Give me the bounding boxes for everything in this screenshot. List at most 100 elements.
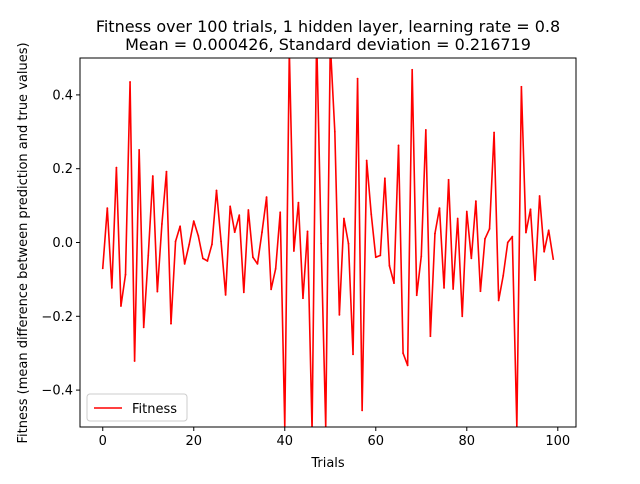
- data-point: [229, 205, 232, 208]
- data-point: [479, 290, 482, 293]
- data-point: [320, 242, 323, 245]
- data-point: [383, 177, 386, 180]
- data-point: [388, 264, 391, 267]
- data-point: [106, 207, 109, 210]
- y-axis-ticks: −0.4 −0.2 0.0 0.2 0.4: [41, 88, 80, 399]
- x-tick-label: 80: [459, 434, 476, 449]
- legend-box: [86, 393, 188, 422]
- data-point: [220, 240, 222, 243]
- data-point: [393, 282, 395, 284]
- data-point: [242, 291, 245, 294]
- data-point: [488, 227, 491, 230]
- data-point: [265, 196, 268, 199]
- data-point: [552, 258, 555, 261]
- data-point: [183, 263, 186, 265]
- legend: Fitness: [86, 393, 188, 422]
- data-point: [256, 263, 259, 265]
- data-point: [415, 294, 418, 297]
- data-point: [333, 130, 336, 133]
- data-point: [502, 274, 505, 277]
- data-point: [547, 229, 550, 232]
- data-point: [133, 360, 136, 362]
- series-line-fitness: [101, 58, 555, 427]
- data-point: [261, 231, 263, 234]
- data-point: [224, 293, 227, 296]
- x-axis-ticks: 0 20 40 60 80 100: [99, 427, 570, 449]
- data-point: [447, 178, 450, 181]
- data-point: [192, 220, 195, 222]
- chart-subtitle: Mean = 0.000426, Standard deviation = 0.…: [125, 35, 531, 54]
- data-point: [110, 286, 113, 289]
- x-tick-label: 20: [185, 434, 202, 449]
- data-point: [211, 243, 213, 246]
- data-point: [520, 85, 523, 88]
- data-point: [465, 210, 468, 213]
- data-point: [292, 250, 295, 252]
- data-point: [338, 313, 341, 316]
- data-point: [470, 257, 473, 260]
- data-point: [142, 326, 145, 329]
- data-point: [370, 213, 373, 215]
- data-point: [101, 267, 104, 270]
- data-point: [402, 352, 404, 355]
- data-point: [179, 225, 182, 228]
- data-point: [270, 288, 273, 291]
- data-point: [374, 256, 377, 259]
- data-point: [188, 243, 191, 246]
- data-point: [165, 170, 168, 173]
- data-point: [215, 189, 218, 192]
- data-point: [461, 315, 464, 318]
- y-axis-label: Fitness (mean difference between predict…: [16, 42, 31, 443]
- data-point: [129, 81, 131, 83]
- x-tick-label: 40: [276, 434, 293, 449]
- data-point: [361, 409, 364, 412]
- data-point: [201, 257, 204, 260]
- data-point: [147, 254, 150, 257]
- data-point: [511, 235, 514, 238]
- data-point: [529, 208, 532, 211]
- data-point: [397, 144, 400, 147]
- data-point: [538, 195, 541, 197]
- data-point: [474, 200, 477, 203]
- chart-title: Fitness over 100 trials, 1 hidden layer,…: [96, 17, 560, 36]
- data-point: [297, 201, 300, 204]
- data-point: [247, 209, 250, 211]
- data-point: [420, 255, 423, 258]
- data-point: [438, 207, 441, 210]
- data-point: [534, 279, 536, 282]
- data-point: [174, 240, 177, 243]
- data-point: [365, 159, 368, 162]
- y-tick-label: 0.0: [52, 236, 73, 251]
- data-point: [411, 68, 414, 71]
- data-point: [347, 242, 350, 245]
- x-tick-label: 60: [368, 434, 385, 449]
- data-point: [429, 335, 432, 338]
- x-axis-label: Trials: [310, 456, 345, 471]
- legend-label-fitness: Fitness: [132, 402, 177, 417]
- y-tick-label: 0.4: [52, 88, 73, 103]
- data-point: [497, 299, 500, 302]
- data-point: [206, 260, 209, 262]
- data-point: [252, 256, 254, 259]
- data-point: [443, 286, 445, 289]
- data-point: [424, 129, 427, 131]
- data-point: [306, 230, 309, 233]
- data-point: [356, 77, 359, 80]
- x-tick-label: 0: [99, 434, 107, 449]
- data-point: [138, 148, 141, 151]
- data-point: [484, 237, 486, 240]
- data-point: [124, 273, 127, 276]
- y-tick-label: −0.4: [41, 384, 73, 399]
- data-point: [452, 288, 455, 290]
- data-point: [151, 175, 154, 177]
- data-point: [525, 231, 527, 234]
- data-point: [233, 231, 236, 234]
- data-point: [352, 353, 354, 356]
- data-point: [406, 364, 409, 367]
- data-point: [302, 297, 304, 300]
- data-point: [343, 217, 345, 220]
- data-point: [434, 232, 436, 235]
- data-point: [506, 241, 509, 244]
- data-point: [238, 214, 241, 217]
- data-point: [120, 305, 122, 307]
